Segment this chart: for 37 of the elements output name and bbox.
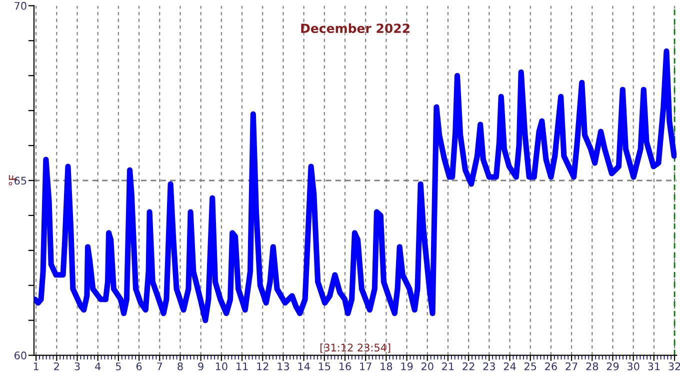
x-tick-label: 29 bbox=[606, 362, 619, 370]
x-tick-label: 28 bbox=[586, 362, 598, 370]
x-tick-label: 30 bbox=[628, 362, 640, 370]
y-tick-label: 70 bbox=[14, 2, 26, 10]
x-tick-label: 16 bbox=[340, 362, 351, 370]
x-tick-label: 10 bbox=[216, 362, 228, 370]
x-tick-label: 21 bbox=[442, 362, 454, 370]
x-tick-label: 32 bbox=[668, 362, 680, 370]
x-tick-label: 18 bbox=[380, 362, 392, 370]
x-tick-label: 9 bbox=[198, 362, 204, 370]
x-tick-label: 8 bbox=[178, 362, 183, 370]
x-tick-label: 25 bbox=[524, 362, 536, 370]
x-tick-label: 26 bbox=[545, 362, 557, 370]
x-tick-label: 27 bbox=[566, 362, 578, 370]
x-tick-label: 23 bbox=[483, 362, 495, 370]
x-tick-label: 2 bbox=[54, 362, 59, 370]
annotation: [31:12 23:54] bbox=[320, 343, 390, 353]
x-tick-label: 31 bbox=[648, 362, 660, 370]
x-tick-label: 4 bbox=[95, 362, 101, 370]
x-tick-label: 19 bbox=[401, 362, 413, 370]
x-tick-label: 20 bbox=[422, 362, 434, 370]
x-tick-label: 7 bbox=[157, 362, 162, 370]
x-tick-label: 5 bbox=[116, 362, 121, 370]
x-tick-label: 3 bbox=[74, 362, 80, 370]
x-tick-label: 11 bbox=[236, 362, 248, 370]
x-tick-label: 17 bbox=[360, 362, 372, 370]
x-tick-label: 24 bbox=[504, 362, 516, 370]
x-tick-label: 6 bbox=[136, 362, 142, 370]
x-tick-label: 22 bbox=[462, 362, 474, 370]
x-tick-label: 14 bbox=[298, 362, 310, 370]
x-tick-label: 15 bbox=[318, 362, 330, 370]
y-tick-label: 60 bbox=[14, 352, 26, 360]
x-tick-label: 1 bbox=[34, 362, 38, 370]
text: December 2022 bbox=[301, 23, 410, 34]
x-tick-label: 13 bbox=[278, 362, 290, 370]
y-tick-label: 65 bbox=[14, 176, 26, 185]
x-tick-label: 12 bbox=[257, 362, 268, 370]
